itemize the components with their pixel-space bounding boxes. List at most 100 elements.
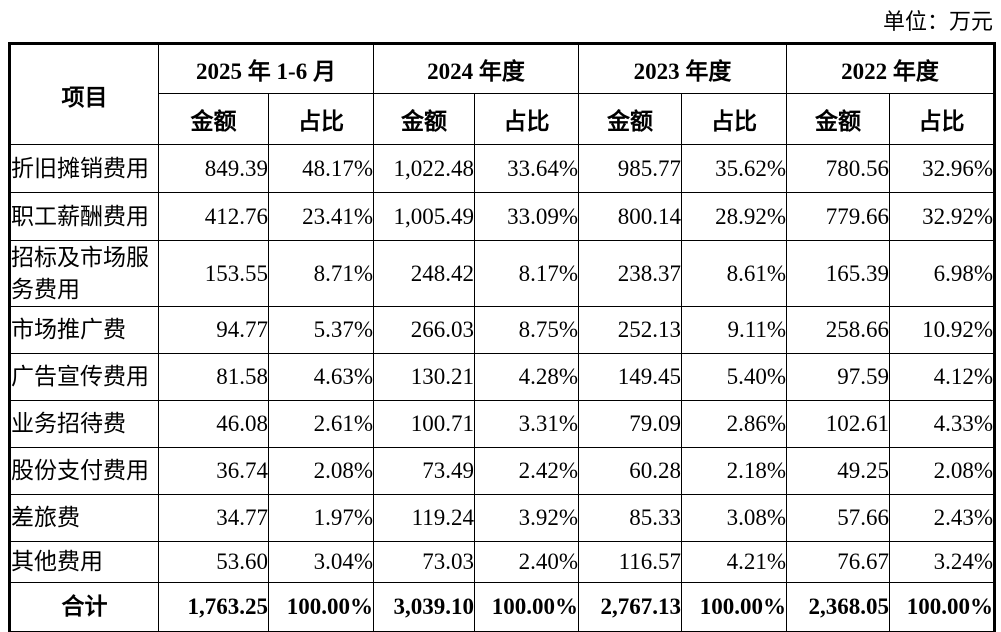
ratio-cell: 3.04% xyxy=(267,541,375,583)
amount-cell: 46.08 xyxy=(158,400,269,448)
ratio-cell: 1.97% xyxy=(267,494,375,542)
ratio-cell: 35.62% xyxy=(681,144,788,193)
ratio-cell: 4.28% xyxy=(474,353,580,401)
ratio-cell: 8.71% xyxy=(267,240,375,307)
row-label: 差旅费 xyxy=(9,494,159,542)
subheader-amount: 金额 xyxy=(158,93,269,145)
table-row: 职工薪酬费用 412.76 23.41% 1,005.49 33.09% 800… xyxy=(9,192,996,241)
row-label: 业务招待费 xyxy=(9,400,159,448)
table-row: 股份支付费用 36.74 2.08% 73.49 2.42% 60.28 2.1… xyxy=(9,447,996,495)
amount-cell: 49.25 xyxy=(786,447,891,495)
subheader-ratio: 占比 xyxy=(889,93,996,145)
table-row: 市场推广费 94.77 5.37% 266.03 8.75% 252.13 9.… xyxy=(9,306,996,354)
ratio-cell: 5.40% xyxy=(681,353,788,401)
header-row-periods: 项目 2025 年 1-6 月 2024 年度 2023 年度 2022 年度 xyxy=(9,43,996,145)
subheader-ratio: 占比 xyxy=(681,93,788,145)
amount-cell: 149.45 xyxy=(578,353,683,401)
amount-cell: 248.42 xyxy=(373,240,476,307)
table-row: 招标及市场服务费用 153.55 8.71% 248.42 8.17% 238.… xyxy=(9,240,996,307)
row-label: 广告宣传费用 xyxy=(9,353,159,401)
amount-cell: 266.03 xyxy=(373,306,476,354)
amount-cell: 252.13 xyxy=(578,306,683,354)
amount-cell: 258.66 xyxy=(786,306,891,354)
amount-cell: 2,767.13 xyxy=(578,582,683,632)
ratio-cell: 4.21% xyxy=(681,541,788,583)
ratio-cell: 8.17% xyxy=(474,240,580,307)
ratio-cell: 2.61% xyxy=(267,400,375,448)
row-label: 股份支付费用 xyxy=(9,447,159,495)
unit-label: 单位：万元 xyxy=(882,9,993,34)
amount-cell: 1,022.48 xyxy=(373,144,476,193)
amount-cell: 780.56 xyxy=(786,144,891,193)
amount-cell: 57.66 xyxy=(786,494,891,542)
subheader-amount: 金额 xyxy=(578,93,683,145)
amount-cell: 153.55 xyxy=(158,240,269,307)
col-group-2022: 2022 年度 xyxy=(786,43,996,94)
amount-cell: 81.58 xyxy=(158,353,269,401)
ratio-cell: 10.92% xyxy=(889,306,996,354)
amount-cell: 800.14 xyxy=(578,192,683,241)
table-row: 广告宣传费用 81.58 4.63% 130.21 4.28% 149.45 5… xyxy=(9,353,996,401)
total-row: 合计 1,763.25 100.00% 3,039.10 100.00% 2,7… xyxy=(9,582,996,632)
ratio-cell: 48.17% xyxy=(267,144,375,193)
ratio-cell: 4.33% xyxy=(889,400,996,448)
amount-cell: 94.77 xyxy=(158,306,269,354)
ratio-cell: 3.92% xyxy=(474,494,580,542)
col-group-2024: 2024 年度 xyxy=(373,43,580,94)
ratio-cell: 2.08% xyxy=(889,447,996,495)
amount-cell: 238.37 xyxy=(578,240,683,307)
subheader-ratio: 占比 xyxy=(267,93,375,145)
amount-cell: 2,368.05 xyxy=(786,582,891,632)
amount-cell: 79.09 xyxy=(578,400,683,448)
amount-cell: 53.60 xyxy=(158,541,269,583)
ratio-cell: 28.92% xyxy=(681,192,788,241)
row-label: 市场推广费 xyxy=(9,306,159,354)
amount-cell: 1,005.49 xyxy=(373,192,476,241)
amount-cell: 60.28 xyxy=(578,447,683,495)
ratio-cell: 33.09% xyxy=(474,192,580,241)
amount-cell: 73.03 xyxy=(373,541,476,583)
subheader-amount: 金额 xyxy=(373,93,476,145)
ratio-cell: 2.42% xyxy=(474,447,580,495)
amount-cell: 985.77 xyxy=(578,144,683,193)
ratio-cell: 100.00% xyxy=(474,582,580,632)
ratio-cell: 2.08% xyxy=(267,447,375,495)
expense-table: 项目 2025 年 1-6 月 2024 年度 2023 年度 2022 年度 … xyxy=(8,42,997,632)
ratio-cell: 32.92% xyxy=(889,192,996,241)
amount-cell: 116.57 xyxy=(578,541,683,583)
amount-cell: 73.49 xyxy=(373,447,476,495)
ratio-cell: 3.24% xyxy=(889,541,996,583)
ratio-cell: 23.41% xyxy=(267,192,375,241)
amount-cell: 119.24 xyxy=(373,494,476,542)
amount-cell: 76.67 xyxy=(786,541,891,583)
col-group-2023: 2023 年度 xyxy=(578,43,788,94)
ratio-cell: 4.63% xyxy=(267,353,375,401)
amount-cell: 34.77 xyxy=(158,494,269,542)
amount-cell: 97.59 xyxy=(786,353,891,401)
table-row: 其他费用 53.60 3.04% 73.03 2.40% 116.57 4.21… xyxy=(9,541,996,583)
amount-cell: 165.39 xyxy=(786,240,891,307)
ratio-cell: 5.37% xyxy=(267,306,375,354)
ratio-cell: 32.96% xyxy=(889,144,996,193)
amount-cell: 1,763.25 xyxy=(158,582,269,632)
amount-cell: 130.21 xyxy=(373,353,476,401)
col-group-2025h1: 2025 年 1-6 月 xyxy=(157,43,375,94)
amount-cell: 779.66 xyxy=(786,192,891,241)
row-label: 其他费用 xyxy=(9,541,159,583)
row-label: 折旧摊销费用 xyxy=(9,144,159,193)
corner-header: 项目 xyxy=(9,43,159,145)
ratio-cell: 3.31% xyxy=(474,400,580,448)
amount-cell: 412.76 xyxy=(158,192,269,241)
ratio-cell: 100.00% xyxy=(267,582,375,632)
ratio-cell: 100.00% xyxy=(681,582,788,632)
total-row-label: 合计 xyxy=(9,582,159,632)
ratio-cell: 2.18% xyxy=(681,447,788,495)
ratio-cell: 100.00% xyxy=(889,582,996,632)
table-row: 业务招待费 46.08 2.61% 100.71 3.31% 79.09 2.8… xyxy=(9,400,996,448)
ratio-cell: 2.40% xyxy=(474,541,580,583)
amount-cell: 102.61 xyxy=(786,400,891,448)
subheader-amount: 金额 xyxy=(786,93,891,145)
ratio-cell: 2.43% xyxy=(889,494,996,542)
amount-cell: 100.71 xyxy=(373,400,476,448)
